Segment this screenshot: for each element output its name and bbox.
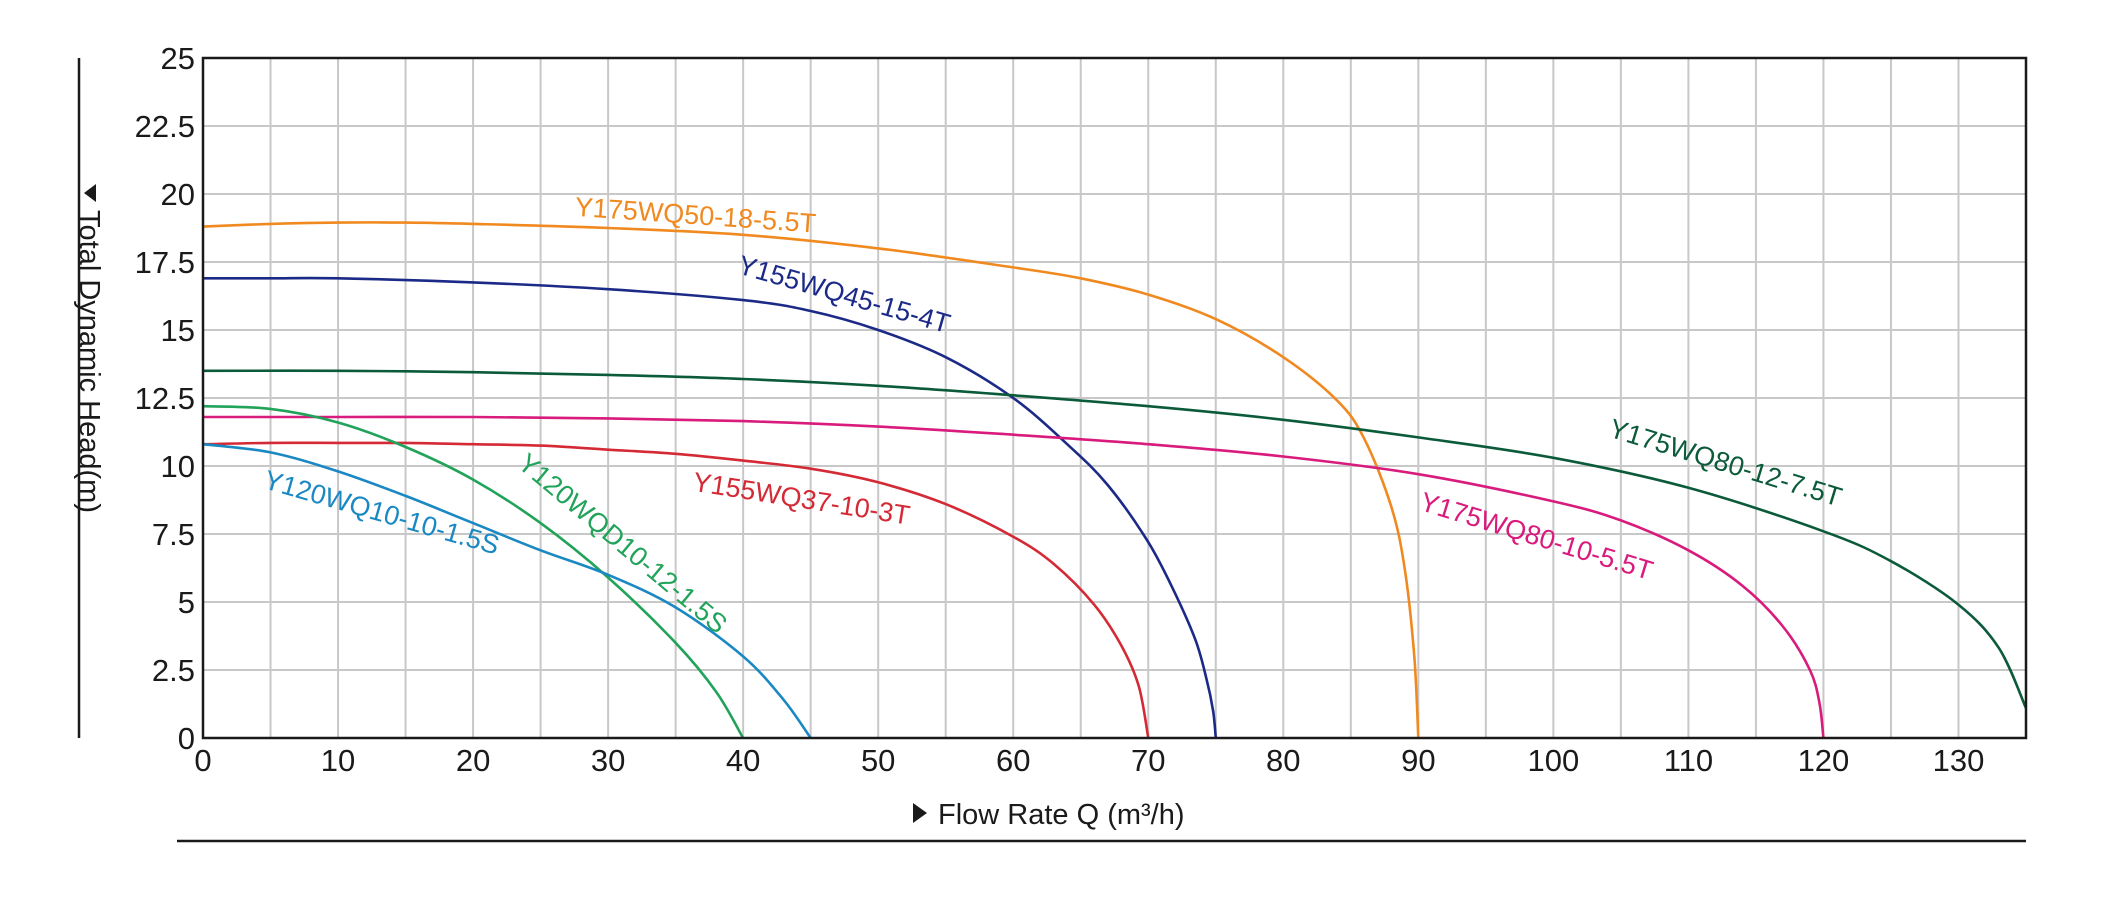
x-tick-label: 90	[1401, 743, 1435, 778]
curve-line	[202, 221, 1420, 739]
axes	[201, 56, 2028, 740]
curve-line	[202, 442, 812, 739]
x-tick-label: 20	[456, 743, 490, 778]
curve-line	[202, 369, 2028, 709]
y-tick-label: 15	[161, 313, 195, 348]
curve-line	[202, 415, 1825, 739]
grid	[203, 58, 2026, 738]
curves	[202, 221, 2028, 739]
curve-label: Y120WQ10-10-1.5S	[261, 465, 503, 561]
x-tick-label: 40	[726, 743, 760, 778]
x-axis-title-group: Flow Rate Q (m³/h)	[913, 799, 1185, 831]
y-tick-label: 0	[178, 721, 195, 756]
y-tick-label: 17.5	[135, 245, 195, 280]
y-tick-label: 7.5	[152, 517, 195, 552]
x-axis-arrow-icon	[913, 803, 927, 823]
curve-line	[202, 276, 1218, 739]
x-tick-label: 60	[996, 743, 1030, 778]
y-tick-label: 2.5	[152, 653, 195, 688]
y-axis-arrow-icon	[84, 184, 96, 202]
curve-label: Y155WQ45-15-4T	[735, 250, 954, 339]
curve-labels: Y175WQ50-18-5.5TY155WQ45-15-4TY175WQ80-1…	[261, 192, 1846, 640]
x-axis-title: Flow Rate Q (m³/h)	[938, 799, 1185, 831]
plot-frame	[201, 56, 2028, 740]
x-tick-label: 10	[321, 743, 355, 778]
x-tick-label: 110	[1664, 743, 1713, 778]
x-tick-label: 50	[861, 743, 895, 778]
tick-labels: 0 10 20 30 40 50 60 70 80 90 100 110 120 130 0 2.5 5 7.5 1…	[135, 41, 1985, 778]
x-tick-label: 80	[1266, 743, 1300, 778]
y-tick-label: 12.5	[135, 381, 195, 416]
y-tick-label: 25	[161, 41, 195, 76]
x-tick-label: 100	[1528, 743, 1580, 778]
y-tick-label: 5	[178, 585, 195, 620]
y-tick-label: 22.5	[135, 109, 195, 144]
y-tick-label: 20	[161, 177, 195, 212]
x-tick-label: 0	[194, 743, 211, 778]
x-tick-label: 130	[1933, 743, 1985, 778]
x-tick-label: 120	[1798, 743, 1850, 778]
y-tick-label: 10	[161, 449, 195, 484]
curve-line	[202, 404, 745, 739]
x-tick-label: 70	[1131, 743, 1165, 778]
x-tick-label: 30	[591, 743, 625, 778]
